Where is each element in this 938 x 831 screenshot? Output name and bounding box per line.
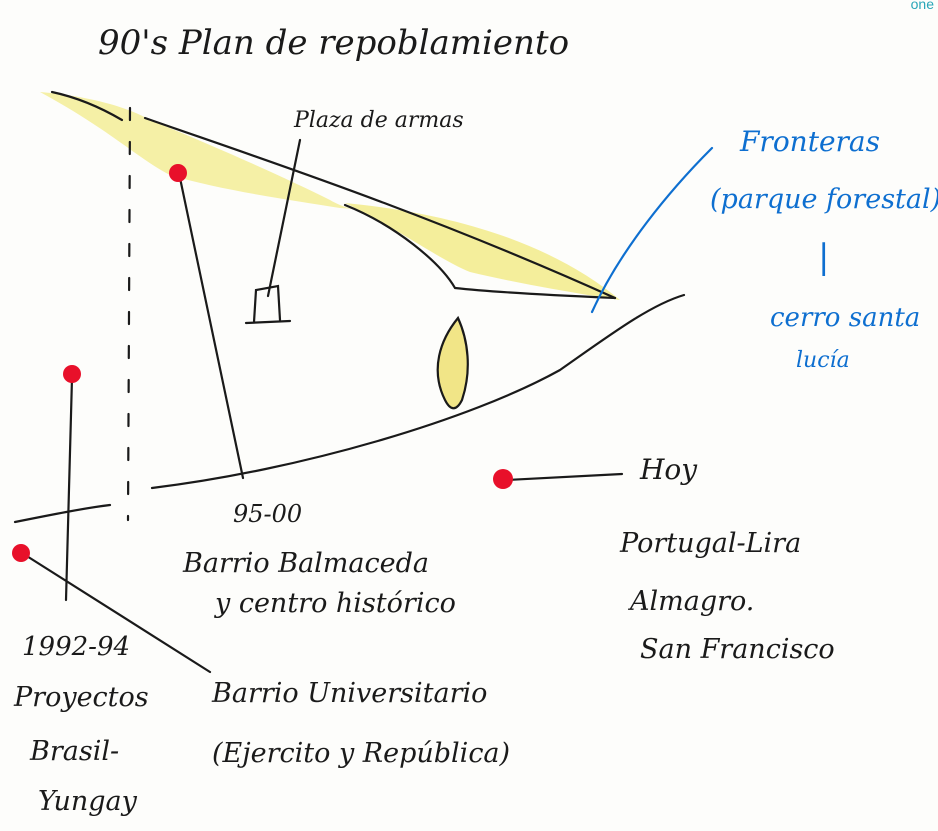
yellow-hill-fill — [345, 203, 620, 300]
hill-outline — [343, 203, 617, 300]
label-fronteras: Fronteras — [740, 125, 880, 158]
upper-boundary-line — [143, 116, 617, 300]
label-cerro-santa: cerro santa — [770, 303, 921, 333]
leaf-outline — [436, 315, 469, 410]
leader-balmaceda — [178, 176, 245, 480]
yellow-wash-band — [40, 92, 356, 210]
label-period-95-00: 95-00 — [233, 500, 303, 528]
lower-boundary-line — [150, 293, 686, 490]
label-parque-forestal: (parque forestal) — [710, 184, 938, 215]
label-period-1992-94: 1992-94 — [22, 632, 131, 662]
yellow-leaf-fill — [437, 318, 468, 409]
label-fronteras-separator: | — [818, 237, 830, 277]
corner-text: one — [910, 0, 934, 12]
leader-universitario — [20, 551, 212, 674]
label-barrio-balmaceda: Barrio Balmaceda — [183, 548, 429, 579]
label-proyectos: Proyectos — [14, 682, 149, 713]
label-hoy: Hoy — [640, 453, 698, 486]
dashed-vertical-line — [126, 106, 132, 522]
marker-universitario — [12, 544, 30, 562]
top-left-edge — [50, 90, 124, 122]
label-barrio-universitario: Barrio Universitario — [212, 678, 488, 709]
left-lower-edge — [13, 503, 112, 524]
marker-balmaceda — [169, 164, 187, 182]
label-lucia: lucía — [796, 348, 850, 373]
plaza-square — [244, 284, 292, 325]
marker-proyectos — [63, 365, 81, 383]
label-yungay: Yungay — [38, 786, 137, 817]
label-centro-historico: y centro histórico — [215, 588, 456, 619]
label-portugal-lira: Portugal-Lira — [620, 528, 802, 559]
label-plaza-de-armas: Plaza de armas — [294, 108, 464, 133]
marker-hoy — [493, 469, 513, 489]
leader-proyectos — [64, 376, 74, 602]
label-brasil: Brasil- — [30, 736, 120, 767]
leader-fronteras — [590, 146, 714, 314]
leader-hoy — [505, 472, 624, 482]
label-ejercito-republica: (Ejercito y República) — [212, 738, 511, 769]
diagram-title: 90's Plan de repoblamiento — [98, 23, 570, 63]
label-almagro: Almagro. — [630, 586, 755, 617]
label-san-francisco: San Francisco — [640, 634, 835, 665]
leader-plaza — [266, 138, 302, 298]
